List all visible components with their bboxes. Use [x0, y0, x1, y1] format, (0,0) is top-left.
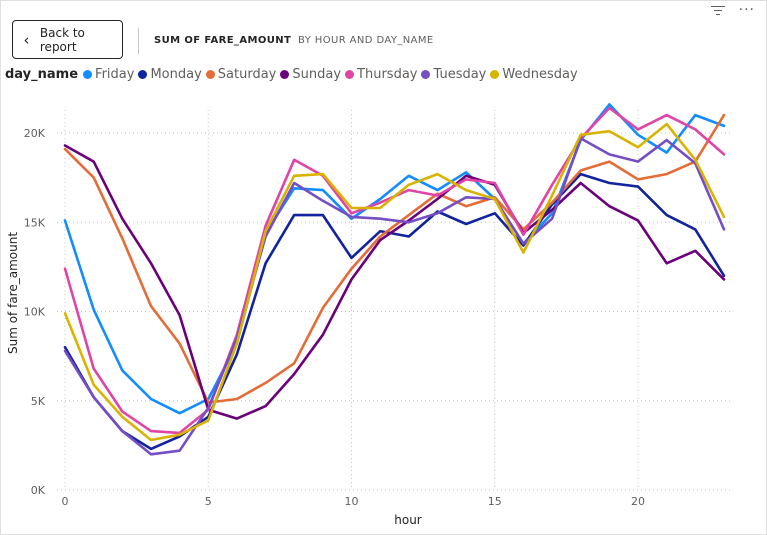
chevron-left-icon: ‹ [23, 30, 30, 49]
legend-item-wednesday[interactable]: Wednesday [490, 67, 578, 82]
legend-dot [280, 70, 290, 79]
legend-label: Thursday [357, 67, 418, 82]
y-tick-label: 15K [24, 216, 46, 229]
legend-title: day_name [5, 67, 79, 82]
y-tick-label: 0K [31, 484, 46, 497]
series-line-sunday [63, 144, 726, 420]
legend-label: Wednesday [502, 67, 578, 82]
tab-by-hour-and-day-name[interactable]: BY HOUR AND DAY_NAME [298, 35, 434, 46]
legend-dot [138, 70, 148, 79]
legend-dot [205, 70, 215, 79]
legend-item-monday[interactable]: Monday [138, 67, 202, 82]
x-axis-title: hour [394, 513, 422, 527]
x-tick-label: 5 [205, 495, 212, 508]
series-line-friday [63, 103, 726, 415]
legend-item-friday[interactable]: Friday [83, 67, 134, 82]
series-line-tuesday [63, 137, 726, 456]
x-tick-label: 15 [488, 495, 502, 508]
gridlines: 0K 5K 10K 15K 20K 0 5 10 15 20 [24, 110, 730, 508]
y-tick-label: 20K [24, 127, 46, 140]
y-tick-label: 10K [24, 306, 46, 319]
back-to-report-button[interactable]: ‹ Back to report [12, 20, 123, 59]
legend-dot [83, 70, 93, 79]
x-tick-label: 20 [631, 495, 645, 508]
legend-item-saturday[interactable]: Saturday [205, 67, 277, 82]
y-axis-title: Sum of fare_amount [6, 232, 20, 354]
legend-dot [345, 70, 355, 79]
x-tick-label: 0 [62, 495, 69, 508]
series-lines [63, 103, 726, 456]
series-line-thursday [63, 106, 726, 435]
series-line-wednesday [63, 122, 726, 442]
legend-label: Sunday [292, 67, 342, 82]
tab-sum-of-fare-amount[interactable]: SUM OF FARE_AMOUNT [154, 35, 292, 46]
legend-dot [421, 70, 431, 79]
legend-item-tuesday[interactable]: Tuesday [421, 67, 486, 82]
chart-legend: day_name Friday Monday Saturday Sunday T… [5, 67, 582, 82]
filter-icon[interactable] [710, 4, 725, 16]
series-line-saturday [63, 113, 726, 404]
back-to-report-label: Back to report [39, 25, 85, 54]
legend-label: Monday [150, 67, 202, 82]
series-line-monday [63, 172, 726, 451]
legend-item-sunday[interactable]: Sunday [280, 67, 341, 82]
legend-dot [490, 70, 500, 79]
legend-label: Tuesday [433, 67, 487, 82]
x-tick-label: 10 [345, 495, 359, 508]
legend-label: Friday [95, 67, 135, 82]
more-options-icon[interactable]: ··· [738, 2, 755, 18]
header-divider [138, 28, 139, 54]
visual-header-icons: ··· [710, 2, 755, 18]
legend-item-thursday[interactable]: Thursday [345, 67, 417, 82]
y-tick-label: 5K [31, 395, 46, 408]
legend-label: Saturday [217, 67, 277, 82]
